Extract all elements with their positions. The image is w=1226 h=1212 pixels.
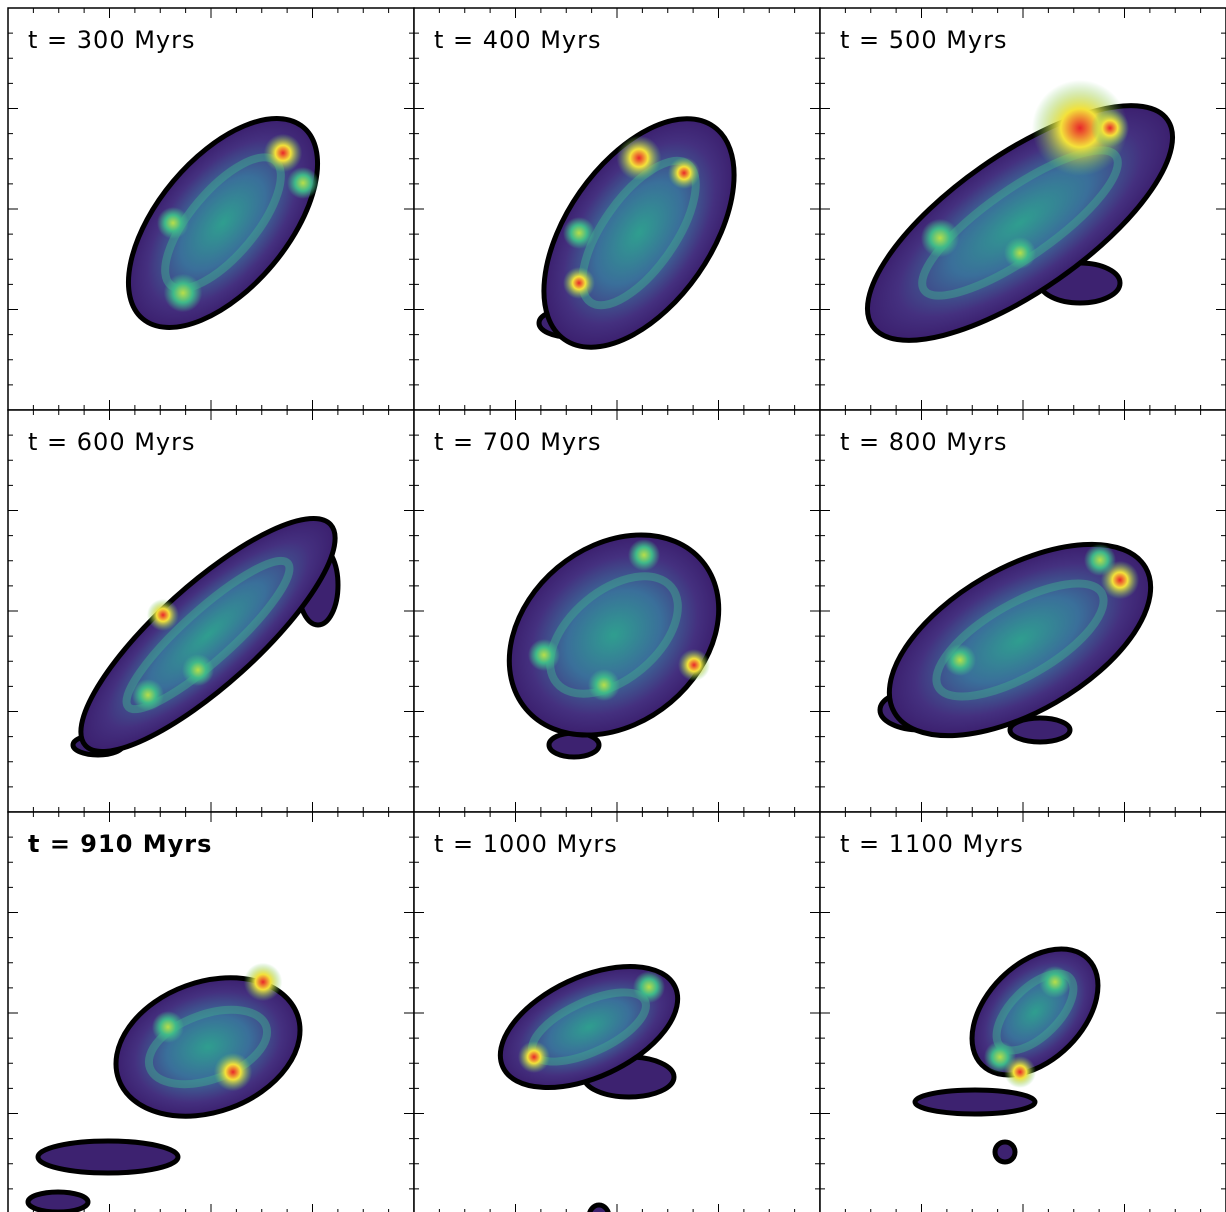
hot-spot — [182, 654, 214, 686]
time-label: t = 1100 Myrs — [840, 830, 1024, 858]
panel: t = 800 Myrs — [819, 409, 1226, 813]
spiral-arm — [122, 556, 294, 714]
hot-spot — [1004, 1056, 1036, 1088]
panel: t = 400 Myrs — [413, 7, 821, 411]
hot-spot — [287, 167, 319, 199]
hot-spot — [163, 273, 203, 313]
hot-spot — [1004, 237, 1036, 269]
hot-spot — [1039, 966, 1071, 998]
hot-spot — [1032, 79, 1128, 176]
galaxy — [70, 516, 341, 758]
hot-spot — [563, 267, 595, 299]
hot-spot — [263, 133, 303, 173]
hot-spot — [213, 1052, 253, 1092]
hot-spot — [563, 217, 595, 249]
time-label: t = 700 Myrs — [434, 428, 602, 456]
panel: t = 1100 Myrs — [819, 811, 1226, 1212]
gas-clump — [587, 1202, 611, 1212]
gas-clump — [912, 1087, 1038, 1117]
hot-spot — [588, 669, 620, 701]
galaxy — [912, 946, 1101, 1165]
hot-spot — [678, 649, 710, 681]
time-label: t = 800 Myrs — [840, 428, 1008, 456]
hot-spot — [920, 218, 960, 258]
hot-spot — [528, 639, 560, 671]
galaxy — [497, 963, 681, 1212]
hot-spot — [243, 962, 283, 1002]
gas-clump — [1007, 715, 1073, 745]
hot-spot — [616, 135, 662, 181]
galaxy — [25, 962, 303, 1212]
time-label: t = 600 Myrs — [28, 428, 196, 456]
hot-spot — [633, 971, 665, 1003]
hot-spot — [518, 1041, 550, 1073]
panel: t = 500 Myrs — [819, 7, 1226, 411]
galaxy — [877, 541, 1154, 745]
spiral-arm — [546, 572, 682, 698]
hot-spot — [147, 599, 179, 631]
galaxy — [506, 532, 722, 760]
gas-clump — [992, 1139, 1018, 1165]
hot-spot — [157, 207, 189, 239]
hot-spot — [1090, 108, 1130, 148]
time-label: t = 400 Myrs — [434, 26, 602, 54]
time-label: t = 910 Myrs — [28, 830, 212, 858]
gas-clump — [35, 1138, 181, 1176]
galaxy — [864, 79, 1176, 343]
hot-spot — [668, 157, 700, 189]
galaxy — [125, 116, 321, 330]
galaxy — [536, 116, 737, 350]
hot-spot — [944, 644, 976, 676]
panel: t = 910 Myrs — [7, 811, 415, 1212]
hot-spot — [132, 679, 164, 711]
gas-clump — [25, 1189, 91, 1212]
time-label: t = 500 Myrs — [840, 26, 1008, 54]
hot-spot — [152, 1011, 184, 1043]
hot-spot — [1084, 544, 1116, 576]
spiral-arm — [932, 579, 1108, 701]
panel: t = 1000 Myrs — [413, 811, 821, 1212]
time-label: t = 300 Myrs — [28, 26, 196, 54]
panel: t = 600 Myrs — [7, 409, 415, 813]
panel: t = 300 Myrs — [7, 7, 415, 411]
hot-spot — [628, 539, 660, 571]
galaxy-disc — [886, 541, 1154, 739]
time-label: t = 1000 Myrs — [434, 830, 618, 858]
panel: t = 700 Myrs — [413, 409, 821, 813]
